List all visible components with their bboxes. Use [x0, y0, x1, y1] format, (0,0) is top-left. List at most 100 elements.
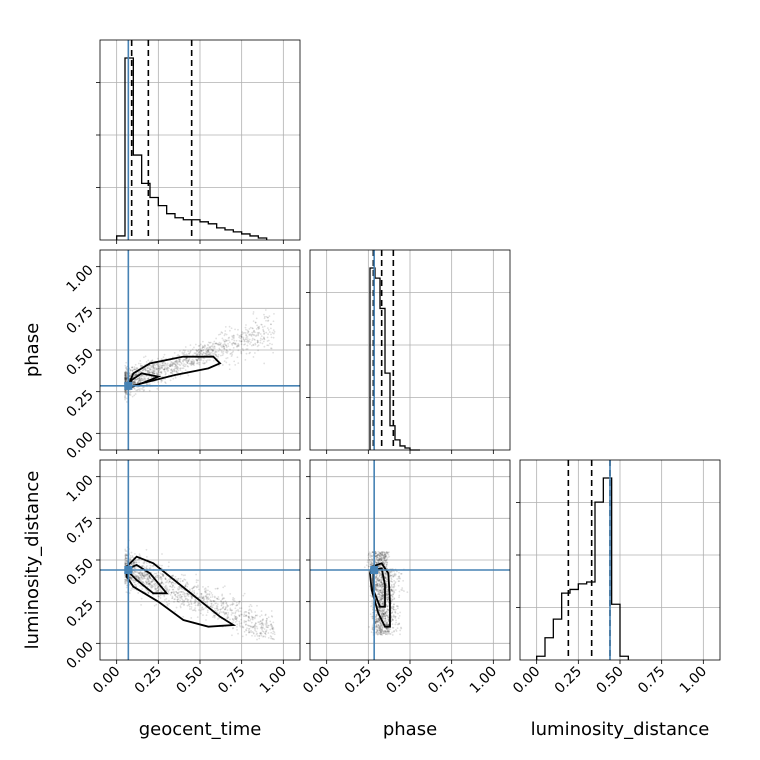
sample-point — [125, 373, 128, 375]
sample-point — [384, 629, 386, 632]
sample-point — [200, 592, 203, 595]
sample-point — [383, 552, 386, 555]
sample-point — [143, 377, 146, 380]
sample-point — [178, 601, 180, 603]
sample-point — [379, 591, 382, 594]
sample-point — [250, 629, 252, 632]
sample-point — [267, 319, 270, 322]
sample-point — [385, 610, 388, 613]
sample-point — [211, 350, 214, 353]
sample-point — [140, 364, 142, 367]
sample-point — [376, 590, 378, 593]
sample-point — [214, 602, 217, 605]
sample-point — [376, 583, 379, 586]
sample-point — [214, 614, 217, 617]
sample-point — [378, 619, 381, 622]
sample-point — [245, 615, 248, 617]
sample-point — [207, 353, 210, 356]
sample-point — [148, 582, 151, 585]
sample-point — [234, 343, 237, 346]
sample-point — [387, 623, 389, 626]
sample-point — [376, 625, 379, 628]
sample-point — [142, 386, 144, 389]
sample-point — [234, 616, 237, 619]
sample-point — [381, 554, 383, 557]
sample-point — [135, 373, 138, 376]
sample-point — [169, 363, 171, 366]
sample-point — [217, 598, 220, 601]
sample-point — [399, 633, 401, 636]
sample-point — [181, 360, 184, 362]
sample-point — [381, 593, 384, 596]
sample-point — [223, 340, 226, 343]
sample-point — [388, 631, 391, 634]
sample-point — [125, 371, 128, 373]
sample-point — [207, 589, 209, 592]
sample-point — [381, 552, 384, 554]
sample-point — [246, 329, 249, 332]
sample-point — [144, 367, 146, 370]
sample-point — [387, 628, 390, 631]
sample-point — [166, 367, 168, 370]
sample-point — [240, 336, 243, 338]
sample-point — [190, 361, 193, 364]
sample-point — [176, 596, 179, 599]
sample-point — [378, 633, 381, 635]
sample-point — [173, 594, 176, 597]
sample-point — [377, 579, 380, 582]
sample-point — [150, 586, 153, 589]
sample-point — [382, 561, 385, 564]
sample-point — [219, 348, 221, 351]
sample-point — [221, 364, 224, 366]
sample-point — [244, 623, 247, 626]
sample-point — [249, 603, 252, 606]
sample-point — [204, 587, 207, 590]
sample-point — [219, 611, 221, 613]
sample-point — [259, 339, 262, 342]
sample-point — [183, 363, 186, 365]
sample-point — [205, 348, 208, 351]
sample-point — [379, 564, 382, 567]
sample-point — [184, 349, 186, 352]
sample-point — [380, 613, 383, 616]
sample-point — [385, 633, 387, 636]
sample-point — [385, 564, 388, 566]
sample-point — [185, 359, 187, 362]
sample-point — [203, 346, 206, 349]
sample-point — [391, 589, 393, 592]
sample-point — [393, 608, 396, 611]
sample-point — [166, 604, 169, 607]
sample-point — [376, 556, 378, 559]
sample-point — [379, 589, 382, 592]
sample-point — [175, 364, 178, 367]
sample-point — [211, 606, 214, 609]
sample-point — [250, 341, 252, 344]
sample-point — [125, 374, 127, 376]
sample-point — [150, 371, 153, 374]
sample-point — [273, 631, 276, 634]
sample-point — [154, 368, 156, 371]
sample-point — [234, 607, 237, 610]
sample-point — [253, 338, 256, 341]
sample-point — [153, 380, 156, 383]
sample-point — [388, 574, 391, 576]
sample-point — [381, 583, 384, 586]
sample-point — [243, 331, 246, 334]
sample-point — [146, 573, 149, 576]
y-tick-label: 0.00 — [63, 639, 96, 672]
sample-point — [172, 592, 175, 595]
sample-point — [136, 559, 139, 561]
sample-point — [236, 346, 238, 348]
sample-point — [371, 624, 374, 627]
sample-point — [196, 359, 199, 362]
sample-point — [198, 350, 201, 352]
sample-point — [160, 582, 163, 585]
sample-point — [144, 367, 147, 370]
sample-point — [379, 627, 382, 630]
sample-point — [220, 599, 222, 602]
sample-point — [378, 573, 381, 575]
sample-point — [135, 373, 138, 376]
sample-point — [188, 362, 191, 365]
sample-point — [387, 553, 390, 556]
sample-point — [124, 554, 127, 557]
